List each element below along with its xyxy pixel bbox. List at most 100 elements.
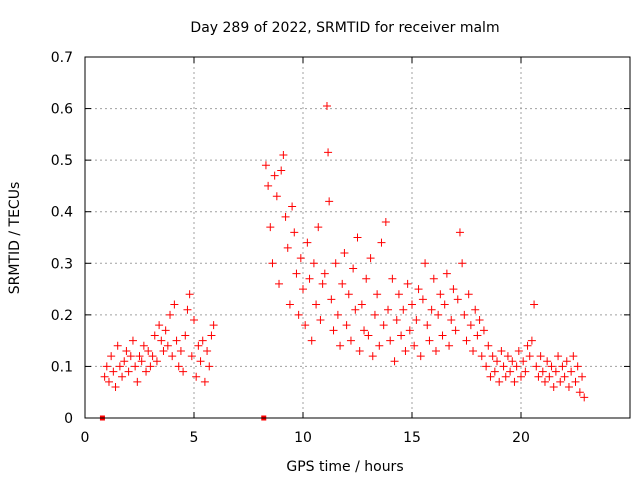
data-point <box>530 300 539 309</box>
data-point <box>168 352 177 361</box>
data-point <box>482 362 491 371</box>
data-point <box>370 310 379 319</box>
data-point <box>146 362 155 371</box>
data-point <box>296 254 305 263</box>
data-point <box>349 264 358 273</box>
data-point <box>113 341 122 350</box>
data-point <box>499 362 508 371</box>
data-point <box>268 259 277 268</box>
data-point <box>118 372 127 381</box>
data-points <box>99 101 589 421</box>
data-point <box>142 367 151 376</box>
data-point <box>133 377 142 386</box>
data-point <box>100 372 109 381</box>
data-point <box>488 352 497 361</box>
data-point <box>418 295 427 304</box>
axis-ticks: 0 0.1 0.2 0.3 0.4 0.5 0.6 0.7 0 5 10 15 20 <box>51 50 630 446</box>
data-point <box>200 377 209 386</box>
data-point <box>294 310 303 319</box>
data-point <box>486 372 495 381</box>
data-point <box>495 377 504 386</box>
x-tick-label: 20 <box>512 430 530 446</box>
data-point <box>425 336 434 345</box>
data-point <box>545 372 554 381</box>
data-point <box>131 362 140 371</box>
data-point <box>148 352 157 361</box>
data-point <box>512 362 521 371</box>
x-axis-label: GPS time / hours <box>286 459 403 475</box>
y-axis-label: SRMTID / TECUs <box>7 182 23 295</box>
data-point <box>464 290 473 299</box>
data-point <box>501 372 510 381</box>
data-point <box>264 181 273 190</box>
data-point <box>580 393 589 402</box>
data-point <box>355 346 364 355</box>
data-point <box>471 305 480 314</box>
data-point <box>307 336 316 345</box>
data-point <box>556 377 565 386</box>
data-point <box>475 316 484 325</box>
data-point <box>547 362 556 371</box>
y-tick-label: 0 <box>64 411 73 427</box>
data-point <box>122 346 131 355</box>
data-point <box>288 202 297 211</box>
data-point <box>455 228 464 237</box>
data-point <box>166 310 175 319</box>
data-point <box>416 352 425 361</box>
data-point <box>324 148 333 157</box>
data-point <box>394 290 403 299</box>
data-point <box>144 346 153 355</box>
data-point <box>519 357 528 366</box>
data-point <box>275 279 284 288</box>
data-point <box>340 248 349 257</box>
data-point <box>462 336 471 345</box>
data-point <box>405 326 414 335</box>
data-point <box>183 305 192 314</box>
data-point <box>377 238 386 247</box>
data-point <box>517 372 525 381</box>
data-point <box>163 341 172 350</box>
data-point <box>150 331 159 340</box>
data-point <box>174 362 183 371</box>
data-point <box>564 383 573 392</box>
data-point <box>292 269 301 278</box>
data-point <box>362 274 371 283</box>
data-point <box>170 300 179 309</box>
data-point <box>466 321 475 330</box>
data-point <box>540 377 549 386</box>
data-point <box>346 336 355 345</box>
data-point <box>431 346 440 355</box>
data-point <box>281 212 290 221</box>
data-point <box>543 357 552 366</box>
data-point <box>157 336 166 345</box>
y-tick-label: 0.3 <box>51 256 73 272</box>
data-point <box>161 326 170 335</box>
data-point <box>379 321 388 330</box>
data-point <box>135 352 144 361</box>
data-point <box>429 274 438 283</box>
data-point <box>194 341 203 350</box>
data-point <box>506 367 515 376</box>
data-point <box>322 101 331 110</box>
data-point <box>562 357 571 366</box>
plot-frame <box>84 56 631 419</box>
data-point <box>192 372 201 381</box>
data-point <box>283 243 292 252</box>
y-tick-label: 0.5 <box>51 153 73 169</box>
data-point <box>390 357 399 366</box>
data-point <box>338 279 347 288</box>
data-point <box>155 321 164 330</box>
data-point <box>449 285 458 294</box>
data-point <box>497 346 506 355</box>
data-point <box>172 336 181 345</box>
data-point <box>401 346 410 355</box>
data-point <box>451 326 460 335</box>
data-point <box>107 352 116 361</box>
data-point <box>336 341 345 350</box>
data-point <box>381 218 390 227</box>
data-point <box>384 305 393 314</box>
data-point <box>301 321 310 330</box>
data-point <box>181 331 190 340</box>
data-point <box>397 331 406 340</box>
data-point <box>309 259 318 268</box>
